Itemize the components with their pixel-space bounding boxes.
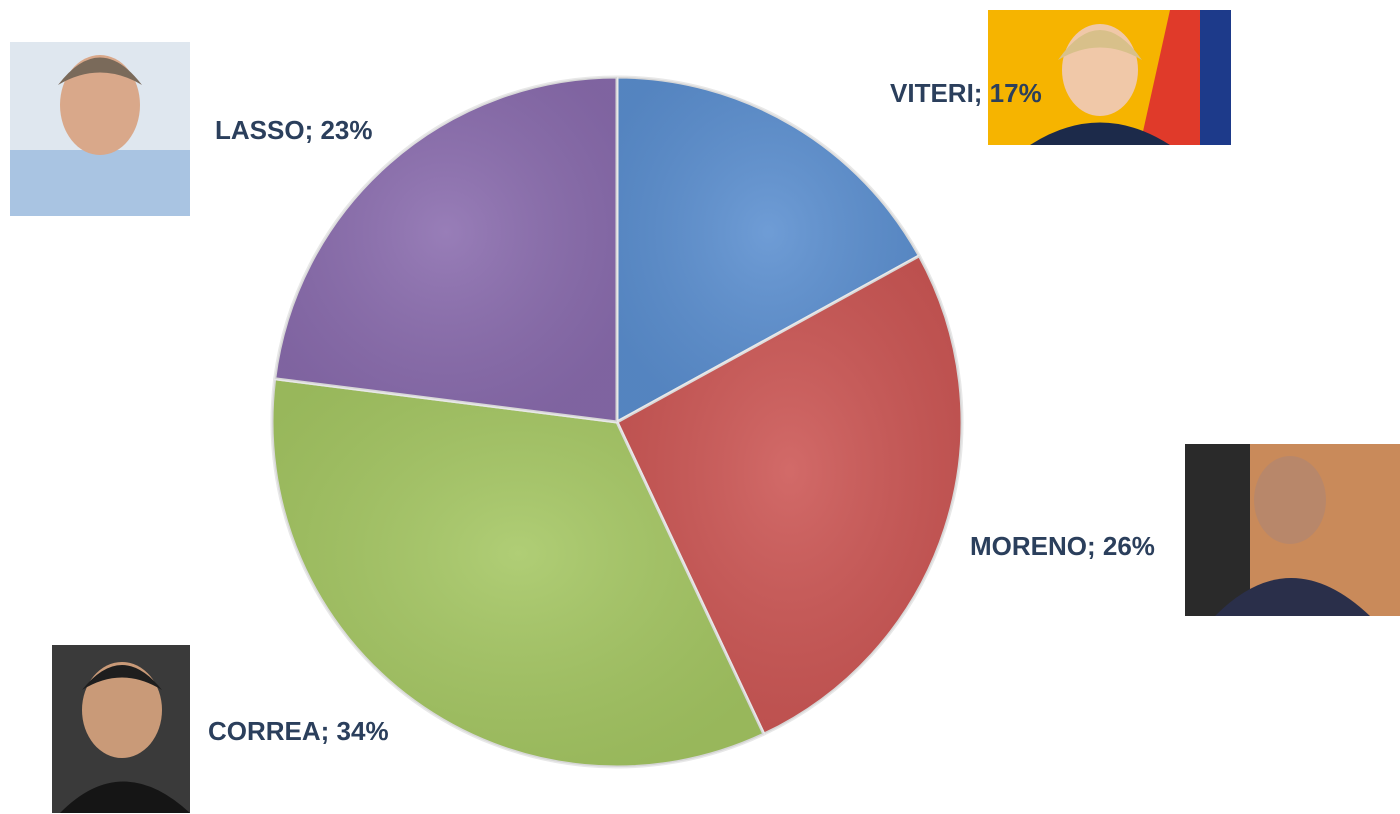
- data-label: LASSO; 23%: [215, 115, 373, 145]
- photo-moreno: [1185, 444, 1400, 616]
- data-label: VITERI; 17%: [890, 78, 1042, 108]
- pie: [270, 75, 964, 769]
- data-label: MORENO; 26%: [970, 531, 1155, 561]
- photo-viteri: [988, 10, 1231, 145]
- photo-correa: [52, 645, 190, 813]
- data-label: CORREA; 34%: [208, 716, 389, 746]
- photo-lasso: [10, 42, 190, 216]
